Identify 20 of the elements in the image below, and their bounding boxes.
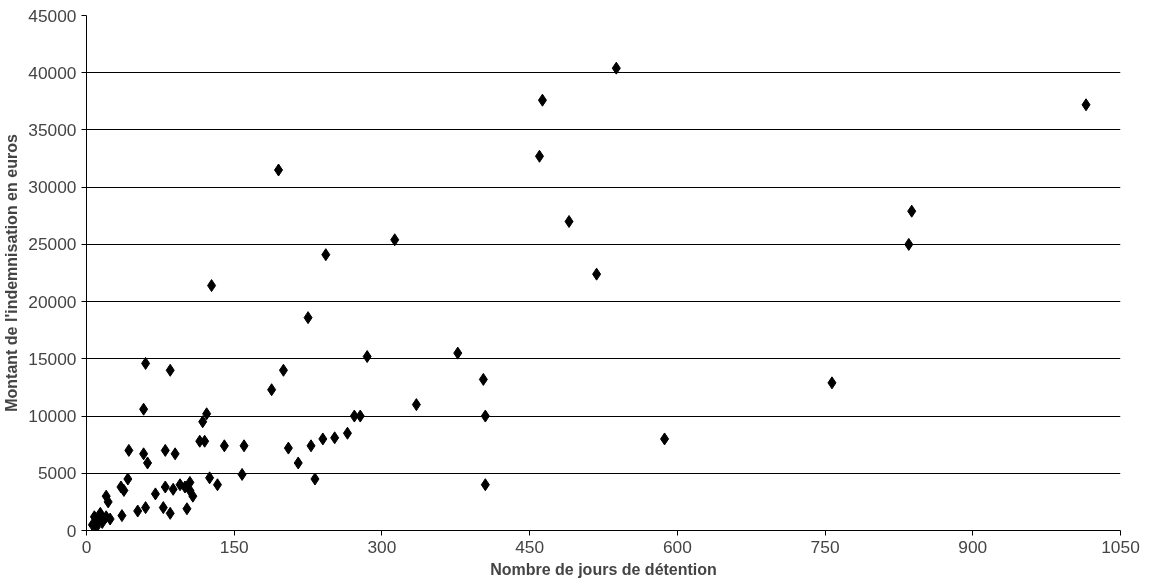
x-axis-title: Nombre de jours de détention [490, 560, 717, 578]
y-tick-label: 30000 [28, 177, 77, 198]
y-tick-label: 25000 [28, 234, 77, 255]
y-tick-label: 0 [66, 520, 77, 541]
y-tick-label: 10000 [28, 406, 77, 427]
x-tick-label: 1050 [1101, 536, 1140, 557]
x-tick-label: 150 [219, 536, 249, 557]
x-tick-label: 900 [958, 536, 988, 557]
x-tick-label: 300 [367, 536, 397, 557]
y-tick-label: 20000 [28, 291, 77, 312]
y-tick-label: 40000 [28, 62, 77, 83]
x-tick-label: 0 [81, 536, 92, 557]
x-tick-label: 450 [515, 536, 545, 557]
x-tick-label: 750 [810, 536, 840, 557]
y-axis-title: Montant de l'indemnisation en euros [3, 134, 21, 412]
x-tick-label: 600 [662, 536, 692, 557]
y-tick-label: 45000 [28, 5, 77, 26]
y-tick-label: 35000 [28, 119, 77, 140]
y-tick-label: 5000 [37, 463, 77, 484]
y-tick-label: 15000 [28, 348, 77, 369]
